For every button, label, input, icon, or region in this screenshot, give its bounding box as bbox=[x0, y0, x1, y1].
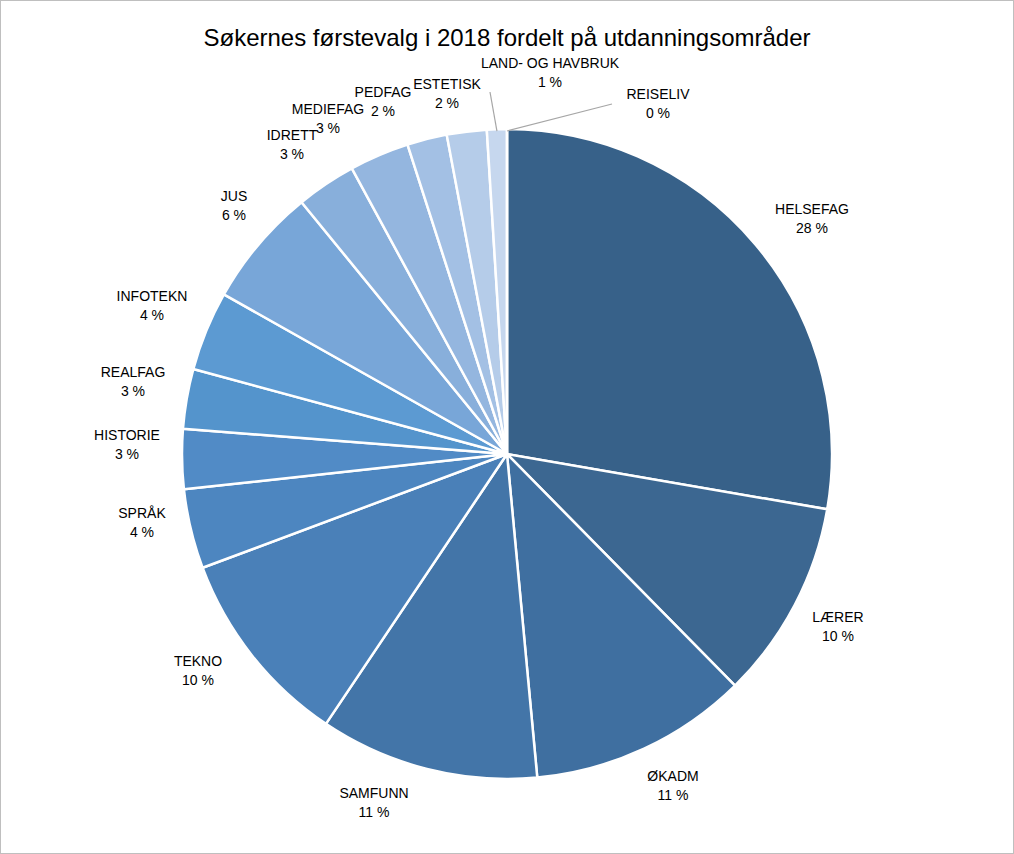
leader-line bbox=[507, 104, 612, 131]
slice-label: SPRÅK bbox=[118, 505, 166, 521]
slice-label: INFOTEKN bbox=[117, 288, 188, 304]
data-label: 2 % bbox=[435, 95, 459, 111]
labels: HELSEFAG 28 % LÆRER 10 % ØKADM 11 % SAMFUNN 11 … bbox=[94, 55, 864, 820]
data-label: 11 % bbox=[359, 804, 390, 820]
data-label: 11 % bbox=[658, 787, 689, 803]
pie-slice bbox=[447, 130, 507, 454]
frame bbox=[1, 1, 1014, 854]
slice-label: ØKADM bbox=[647, 768, 698, 784]
chart-svg: Søkernes førstevalg i 2018 fordelt på ut… bbox=[0, 0, 1014, 854]
data-label: 1 % bbox=[538, 74, 562, 90]
slice-label: LAND- OG HAVBRUK bbox=[481, 55, 620, 71]
chart-container: Søkernes førstevalg i 2018 fordelt på ut… bbox=[0, 0, 1014, 854]
slices bbox=[182, 129, 832, 779]
pie-slice bbox=[507, 454, 735, 778]
data-label: 4 % bbox=[130, 524, 154, 540]
slice-label: REISELIV bbox=[626, 86, 690, 102]
pie-slice bbox=[506, 129, 509, 454]
data-label: 0 % bbox=[646, 105, 670, 121]
data-label: 3 % bbox=[280, 146, 304, 162]
data-label: 3 % bbox=[115, 446, 139, 462]
data-label: 4 % bbox=[140, 307, 164, 323]
data-label: 6 % bbox=[222, 207, 246, 223]
slice-label: JUS bbox=[221, 188, 247, 204]
slice-label: LÆRER bbox=[812, 609, 863, 625]
data-label: 3 % bbox=[121, 383, 145, 399]
slice-label: MEDIEFAG bbox=[292, 101, 364, 117]
data-label: 10 % bbox=[182, 672, 214, 688]
data-label: 2 % bbox=[371, 103, 395, 119]
slice-label: HISTORIE bbox=[94, 427, 160, 443]
pie-slice bbox=[507, 129, 832, 509]
slice-label: SAMFUNN bbox=[339, 785, 408, 801]
data-label: 10 % bbox=[822, 628, 854, 644]
data-label: 3 % bbox=[316, 120, 340, 136]
slice-label: REALFAG bbox=[101, 364, 166, 380]
slice-label: PEDFAG bbox=[355, 84, 412, 100]
data-label: 28 % bbox=[796, 220, 828, 236]
slice-label: ESTETISK bbox=[413, 76, 481, 92]
pie-slice bbox=[487, 129, 507, 454]
slice-label: TEKNO bbox=[174, 653, 222, 669]
slice-label: IDRETT bbox=[267, 127, 318, 143]
leader-line bbox=[490, 92, 497, 131]
slice-label: HELSEFAG bbox=[775, 201, 849, 217]
title: Søkernes førstevalg i 2018 fordelt på ut… bbox=[204, 24, 811, 51]
